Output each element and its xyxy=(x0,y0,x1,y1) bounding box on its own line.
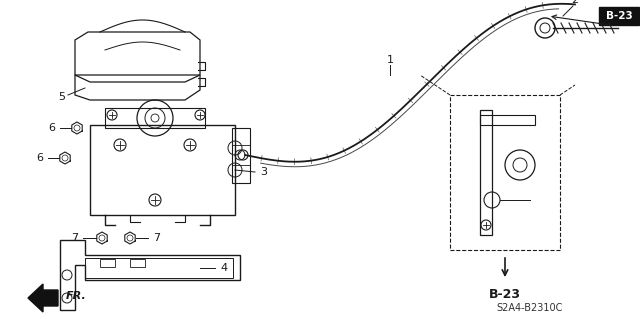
Bar xyxy=(130,259,145,267)
Bar xyxy=(480,115,535,125)
FancyBboxPatch shape xyxy=(599,7,639,25)
Bar xyxy=(90,125,235,215)
Text: S2A4-B2310C: S2A4-B2310C xyxy=(497,303,563,313)
Bar xyxy=(85,258,233,278)
Text: FR.: FR. xyxy=(66,291,87,301)
Bar xyxy=(480,110,492,235)
Bar xyxy=(450,95,560,250)
Text: 1: 1 xyxy=(387,55,394,65)
Bar xyxy=(105,108,205,128)
Text: 6: 6 xyxy=(48,123,55,133)
Text: 2: 2 xyxy=(572,0,579,5)
Text: B-23: B-23 xyxy=(489,288,521,301)
Text: 4: 4 xyxy=(220,263,227,273)
Text: B-23: B-23 xyxy=(605,11,632,21)
Bar xyxy=(232,128,250,183)
Text: 3: 3 xyxy=(260,167,267,177)
Polygon shape xyxy=(28,284,58,312)
Bar xyxy=(100,259,115,267)
Text: 5: 5 xyxy=(58,92,65,102)
Text: 6: 6 xyxy=(36,153,43,163)
Text: 7: 7 xyxy=(71,233,78,243)
Text: 7: 7 xyxy=(153,233,160,243)
